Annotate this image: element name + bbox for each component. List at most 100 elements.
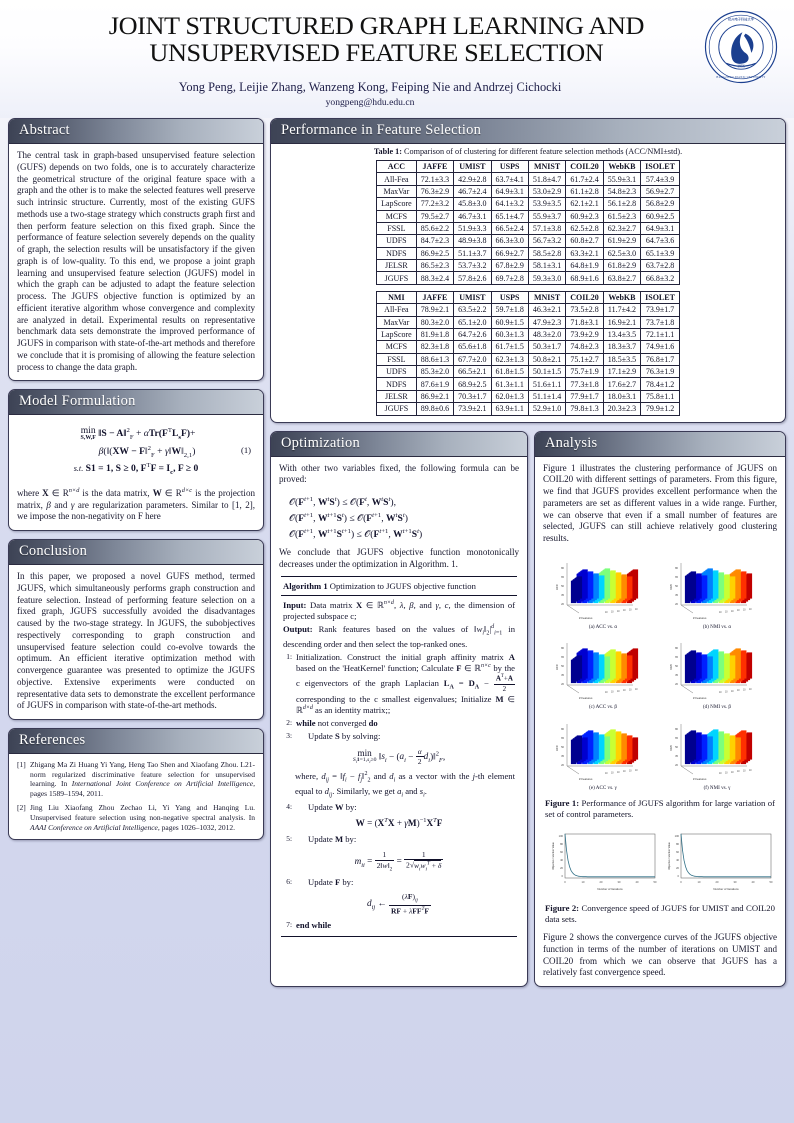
table-cell: 11.7±4.2 [602, 303, 642, 317]
column-right: Analysis Figure 1 illustrates the cluste… [534, 430, 786, 988]
table-cell: 18.5±3.5 [602, 352, 642, 367]
figure-2-subplot: 0 10 20 30 40 50 100 80 60 40 20 0 Number of Iterati… [549, 829, 661, 897]
figure-1-subplot: 80 65 50 35 20 NMI # Features 10 10 10 10 10 10 (d) N… [661, 633, 773, 713]
table-cell: 63.7±4.1 [490, 172, 529, 186]
table-row: MCFS 79.5±2.7 46.7±3.1 65.1±4.7 55.9±3.7 60.9… [376, 209, 680, 223]
table-cell: 72.1±3.3 [415, 172, 455, 186]
table-cell: 75.1±2.7 [565, 352, 604, 367]
optimization-heading: Optimization [271, 431, 527, 457]
abstract-heading: Abstract [9, 119, 263, 144]
svg-text:65: 65 [561, 655, 564, 659]
table-header-cell: UMIST [453, 290, 492, 305]
abstract-body: The central task in graph-based unsuperv… [9, 144, 263, 380]
svg-text:10: 10 [582, 880, 585, 884]
figure-1-subcaption: (e) ACC vs. γ [589, 784, 617, 791]
svg-text:50: 50 [654, 880, 657, 884]
table-cell: 85.6±2.2 [415, 221, 455, 236]
table-cell: 86.5±2.3 [415, 258, 455, 273]
table-cell: 62.3±2.7 [602, 221, 642, 236]
reference-number: [1] [17, 760, 26, 770]
table-cell: 64.7±2.6 [453, 327, 492, 342]
svg-text:10: 10 [635, 609, 638, 611]
table-cell: 61.8±1.5 [490, 364, 529, 379]
table-row: FSSL 85.6±2.2 51.9±3.3 66.5±2.4 57.1±3.8 62.5… [376, 221, 680, 236]
table-cell: 78.9±2.1 [415, 303, 455, 317]
algorithm-step: 5: Update M by: [286, 834, 357, 845]
abstract-text: The central task in graph-based unsuperv… [17, 150, 255, 372]
performance-block: Performance in Feature Selection Table 1… [270, 118, 786, 423]
algorithm-step: 6: Update F by: [286, 877, 354, 888]
page-title: JOINT STRUCTURED GRAPH LEARNING AND UNSU… [0, 6, 794, 66]
svg-text:50: 50 [675, 664, 678, 668]
table-caption: Table 1: Comparison of of clustering for… [373, 147, 683, 156]
table-cell: 66.3±3.0 [490, 234, 529, 248]
table-cell: 60.3±1.3 [490, 327, 529, 342]
svg-text:Number of Iterations: Number of Iterations [713, 887, 739, 891]
svg-text:80: 80 [675, 646, 678, 650]
table-cell: 18.0±3.1 [602, 389, 642, 404]
figure-2-caption: Figure 2: Convergence speed of JGUFS for… [545, 903, 775, 925]
model-equation: min S,W,F ‖S − A‖2F + αTr(FTLsF)+ β(‖(XW … [73, 425, 251, 477]
table-header-cell: COIL20 [565, 290, 604, 305]
table-row-label: JELSR [376, 389, 417, 404]
table-cell: 69.7±2.8 [490, 271, 529, 285]
analysis-body: Figure 1 illustrates the clustering perf… [535, 457, 785, 987]
table-cell: 20.3±2.3 [602, 402, 642, 416]
table-row: LapScore 81.9±1.8 64.7±2.6 60.3±1.3 48.3±2.0… [376, 327, 680, 342]
table-cell: 66.5±2.1 [453, 364, 492, 379]
table-cell: 63.9±1.1 [490, 402, 529, 416]
table-cell: 17.1±2.9 [602, 364, 642, 379]
table-cell: 75.7±1.9 [565, 364, 604, 379]
table-cell: 65.1±2.0 [453, 315, 492, 329]
svg-text:50: 50 [675, 584, 678, 588]
svg-text:0: 0 [564, 880, 566, 884]
svg-text:10: 10 [725, 692, 728, 694]
svg-text:10: 10 [731, 772, 734, 774]
svg-text:35: 35 [675, 673, 678, 677]
table-cell: 17.6±2.7 [602, 377, 642, 391]
figure-1-grid: 80 65 50 35 20 ACC # Features 10 10 10 10 10 10 (a) A… [547, 552, 773, 794]
svg-text:0: 0 [680, 880, 682, 884]
references-block: References [1] Zhigang Ma Zi Huang Yi Ya… [8, 728, 264, 841]
table-header-cell: USPS [490, 159, 529, 174]
table-cell: 62.3±1.3 [490, 352, 529, 367]
svg-text:80: 80 [561, 646, 564, 650]
svg-text:10: 10 [629, 690, 632, 692]
svg-text:10: 10 [737, 771, 740, 773]
title-line-1: JOINT STRUCTURED GRAPH LEARNING AND [108, 11, 645, 40]
table-cell: 63.3±2.1 [565, 246, 604, 261]
table-header-cell: USPS [490, 290, 529, 305]
table-cell: 66.5±2.4 [490, 221, 529, 236]
algorithm-output: Output: Rank features based on the value… [283, 624, 515, 649]
convergence-plot: 0 10 20 30 40 50 100 80 60 40 20 0 Number of Iterati… [668, 834, 773, 891]
svg-text:20: 20 [675, 682, 678, 686]
svg-text:50: 50 [675, 745, 678, 749]
svg-text:10: 10 [617, 772, 620, 774]
svg-text:35: 35 [675, 593, 678, 597]
svg-text:10: 10 [611, 611, 614, 613]
table-cell: 88.6±1.3 [415, 352, 455, 367]
performance-tables: ACC JAFFE UMIST USPS MNIST COIL20 WebKB ISOLET A… [271, 159, 785, 422]
svg-text:# Features: # Features [693, 696, 707, 700]
figure-1-subcaption: (c) ACC vs. β [588, 704, 618, 711]
svg-text:# Features: # Features [579, 777, 593, 781]
table-cell: 60.9±2.3 [565, 209, 604, 223]
table-cell: 86.9±2.1 [415, 389, 455, 404]
table-row-label: All-Fea [376, 172, 417, 186]
table-cell: 68.9±1.6 [565, 271, 604, 285]
abstract-block: Abstract The central task in graph-based… [8, 118, 264, 382]
table-cell: 65.6±1.8 [453, 340, 492, 354]
model-body: min S,W,F ‖S − A‖2F + αTr(FTLsF)+ β(‖(XW … [9, 415, 263, 530]
table-row: All-Fea 78.9±2.1 63.5±2.2 59.7±1.8 46.3±2.1 7… [376, 303, 680, 317]
table-row-label: UDFS [376, 234, 417, 248]
svg-text:20: 20 [561, 682, 564, 686]
table-cell: 88.3±2.4 [415, 271, 455, 285]
references-heading: References [9, 729, 263, 755]
table-cell: 72.1±1.1 [640, 327, 680, 342]
svg-text:10: 10 [725, 772, 728, 774]
svg-text:Objective Function Value: Objective Function Value [552, 842, 555, 870]
table-cell: 48.3±2.0 [527, 327, 567, 342]
